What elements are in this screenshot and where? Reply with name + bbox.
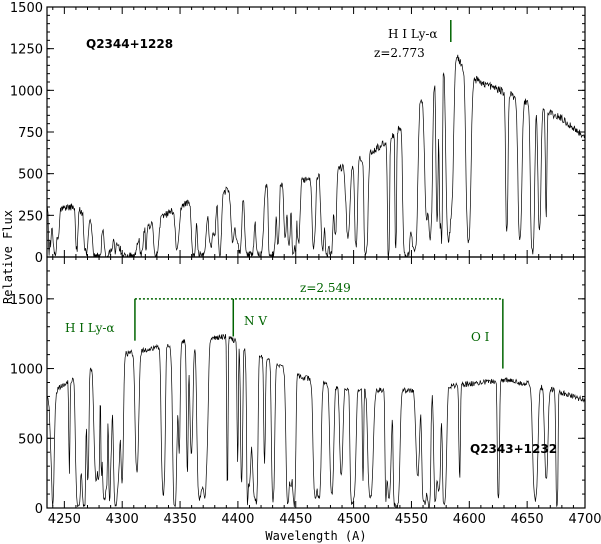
x-tick-label: 4700 [568,512,601,527]
bottom-spectrum [46,334,586,509]
spectra-lines [46,54,586,509]
x-tick-label: 4450 [279,512,312,527]
bottom-oi-label: O I [471,330,490,344]
y-tick-label: 1500 [10,293,43,308]
x-tick-label: 4500 [337,512,370,527]
y-tick-label: 1250 [10,43,43,58]
y-tick-label: 1000 [10,84,43,99]
top-spectrum [46,54,586,259]
y-tick-label: 500 [18,168,43,183]
top-redshift-label: z=2.773 [374,46,425,60]
x-tick-label: 4350 [164,512,197,527]
x-tick-label: 4600 [453,512,486,527]
x-tick-label: 4300 [106,512,139,527]
x-axis-label: Wavelength (A) [265,529,366,543]
y-tick-label: 1000 [10,363,43,378]
y-axis-label: Relative Flux [1,210,15,304]
y-tick-label: 0 [35,502,43,517]
line-markers [134,20,504,369]
bottom-quasar-name: Q2343+1232 [470,442,557,456]
y-tick-label: 500 [18,432,43,447]
top-lya-label: H I Ly-α [388,27,438,41]
top-quasar-name: Q2344+1228 [86,37,173,51]
y-tick-label: 250 [18,209,43,224]
y-tick-label: 750 [18,126,43,141]
y-tick-label: 0 [35,251,43,266]
bottom-nv-label: N V [244,314,267,328]
x-tick-label: 4250 [48,512,81,527]
x-tick-label: 4400 [221,512,254,527]
x-tick-label: 4550 [395,512,428,527]
x-tick-label: 4650 [511,512,544,527]
bottom-redshift-label: z=2.549 [300,281,351,295]
bottom-lya-label: H I Ly-α [65,321,115,335]
axis-ticks: 4250 4300 4350 4400 4450 4500 4550 4600 4650 4700… [10,1,601,527]
y-tick-label: 1500 [10,1,43,16]
